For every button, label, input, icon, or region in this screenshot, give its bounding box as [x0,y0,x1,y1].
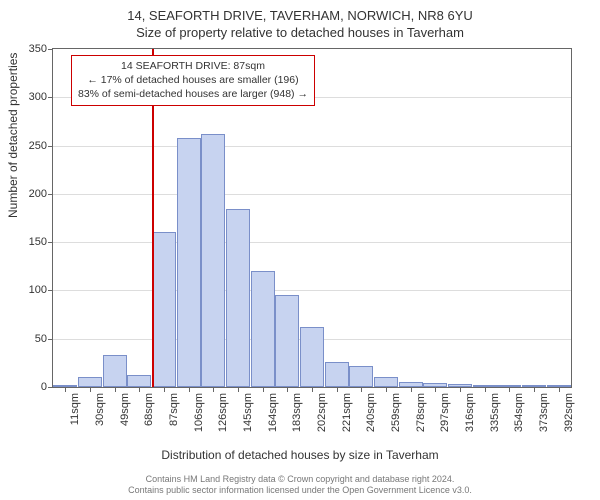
y-tick-label: 200 [29,188,47,200]
y-tick-label: 350 [29,43,47,55]
x-tick-label: 221sqm [341,393,353,432]
histogram-chart: 05010015020025030035011sqm30sqm49sqm68sq… [52,48,572,388]
x-tick-label: 30sqm [94,393,106,426]
y-tick-mark [48,339,53,340]
title-subtitle: Size of property relative to detached ho… [0,23,600,40]
x-tick-label: 183sqm [291,393,303,432]
x-tick-mark [411,387,412,392]
x-tick-label: 68sqm [143,393,155,426]
x-tick-mark [312,387,313,392]
gridline [53,194,571,195]
histogram-bar [349,366,373,387]
histogram-bar [103,355,127,387]
y-tick-label: 150 [29,236,47,248]
y-axis-label: Number of detached properties [6,53,20,218]
y-tick-mark [48,194,53,195]
x-tick-mark [559,387,560,392]
x-tick-label: 297sqm [439,393,451,432]
x-tick-mark [164,387,165,392]
x-tick-mark [386,387,387,392]
x-tick-mark [263,387,264,392]
annotation-box: 14 SEAFORTH DRIVE: 87sqm ← 17% of detach… [71,55,315,106]
histogram-bar [275,295,299,387]
x-tick-mark [115,387,116,392]
gridline [53,146,571,147]
gridline [53,242,571,243]
histogram-bar [251,271,275,387]
footer-attribution: Contains HM Land Registry data © Crown c… [0,474,600,497]
x-tick-label: 106sqm [193,393,205,432]
y-tick-label: 0 [41,381,47,393]
x-tick-label: 240sqm [365,393,377,432]
y-tick-mark [48,146,53,147]
x-tick-label: 335sqm [489,393,501,432]
y-tick-mark [48,387,53,388]
histogram-bar [127,375,151,387]
x-tick-label: 392sqm [563,393,575,432]
gridline [53,290,571,291]
x-tick-mark [361,387,362,392]
x-tick-label: 145sqm [242,393,254,432]
x-tick-label: 11sqm [69,393,81,425]
footer-line1: Contains HM Land Registry data © Crown c… [0,474,600,485]
y-tick-mark [48,242,53,243]
x-tick-label: 259sqm [390,393,402,432]
histogram-bar [152,232,176,387]
annotation-line2: ← 17% of detached houses are smaller (19… [78,73,308,87]
y-tick-label: 100 [29,284,47,296]
y-tick-mark [48,97,53,98]
x-tick-mark [435,387,436,392]
title-address: 14, SEAFORTH DRIVE, TAVERHAM, NORWICH, N… [0,0,600,23]
y-tick-label: 250 [29,140,47,152]
histogram-bar [374,377,398,387]
x-tick-label: 354sqm [513,393,525,432]
x-tick-mark [213,387,214,392]
histogram-bar [177,138,201,387]
x-tick-mark [287,387,288,392]
x-tick-mark [189,387,190,392]
annotation-line3: 83% of semi-detached houses are larger (… [78,87,308,101]
histogram-bar [325,362,349,387]
x-tick-label: 49sqm [119,393,131,426]
histogram-bar [78,377,102,387]
x-tick-mark [238,387,239,392]
x-tick-label: 202sqm [316,393,328,432]
y-tick-label: 300 [29,91,47,103]
x-tick-label: 278sqm [415,393,427,432]
y-tick-mark [48,290,53,291]
histogram-bar [300,327,324,387]
x-tick-mark [509,387,510,392]
x-axis-label: Distribution of detached houses by size … [0,448,600,462]
x-tick-label: 87sqm [168,393,180,426]
y-tick-mark [48,49,53,50]
x-tick-mark [139,387,140,392]
histogram-bar [226,209,250,387]
x-tick-label: 373sqm [538,393,550,432]
x-tick-mark [534,387,535,392]
x-tick-mark [65,387,66,392]
x-tick-label: 126sqm [217,393,229,432]
x-tick-label: 316sqm [464,393,476,432]
footer-line2: Contains public sector information licen… [0,485,600,496]
y-tick-label: 50 [35,333,47,345]
x-tick-mark [90,387,91,392]
x-tick-mark [337,387,338,392]
annotation-line1: 14 SEAFORTH DRIVE: 87sqm [78,59,308,73]
x-tick-mark [485,387,486,392]
histogram-bar [201,134,225,387]
x-tick-mark [460,387,461,392]
x-tick-label: 164sqm [267,393,279,432]
